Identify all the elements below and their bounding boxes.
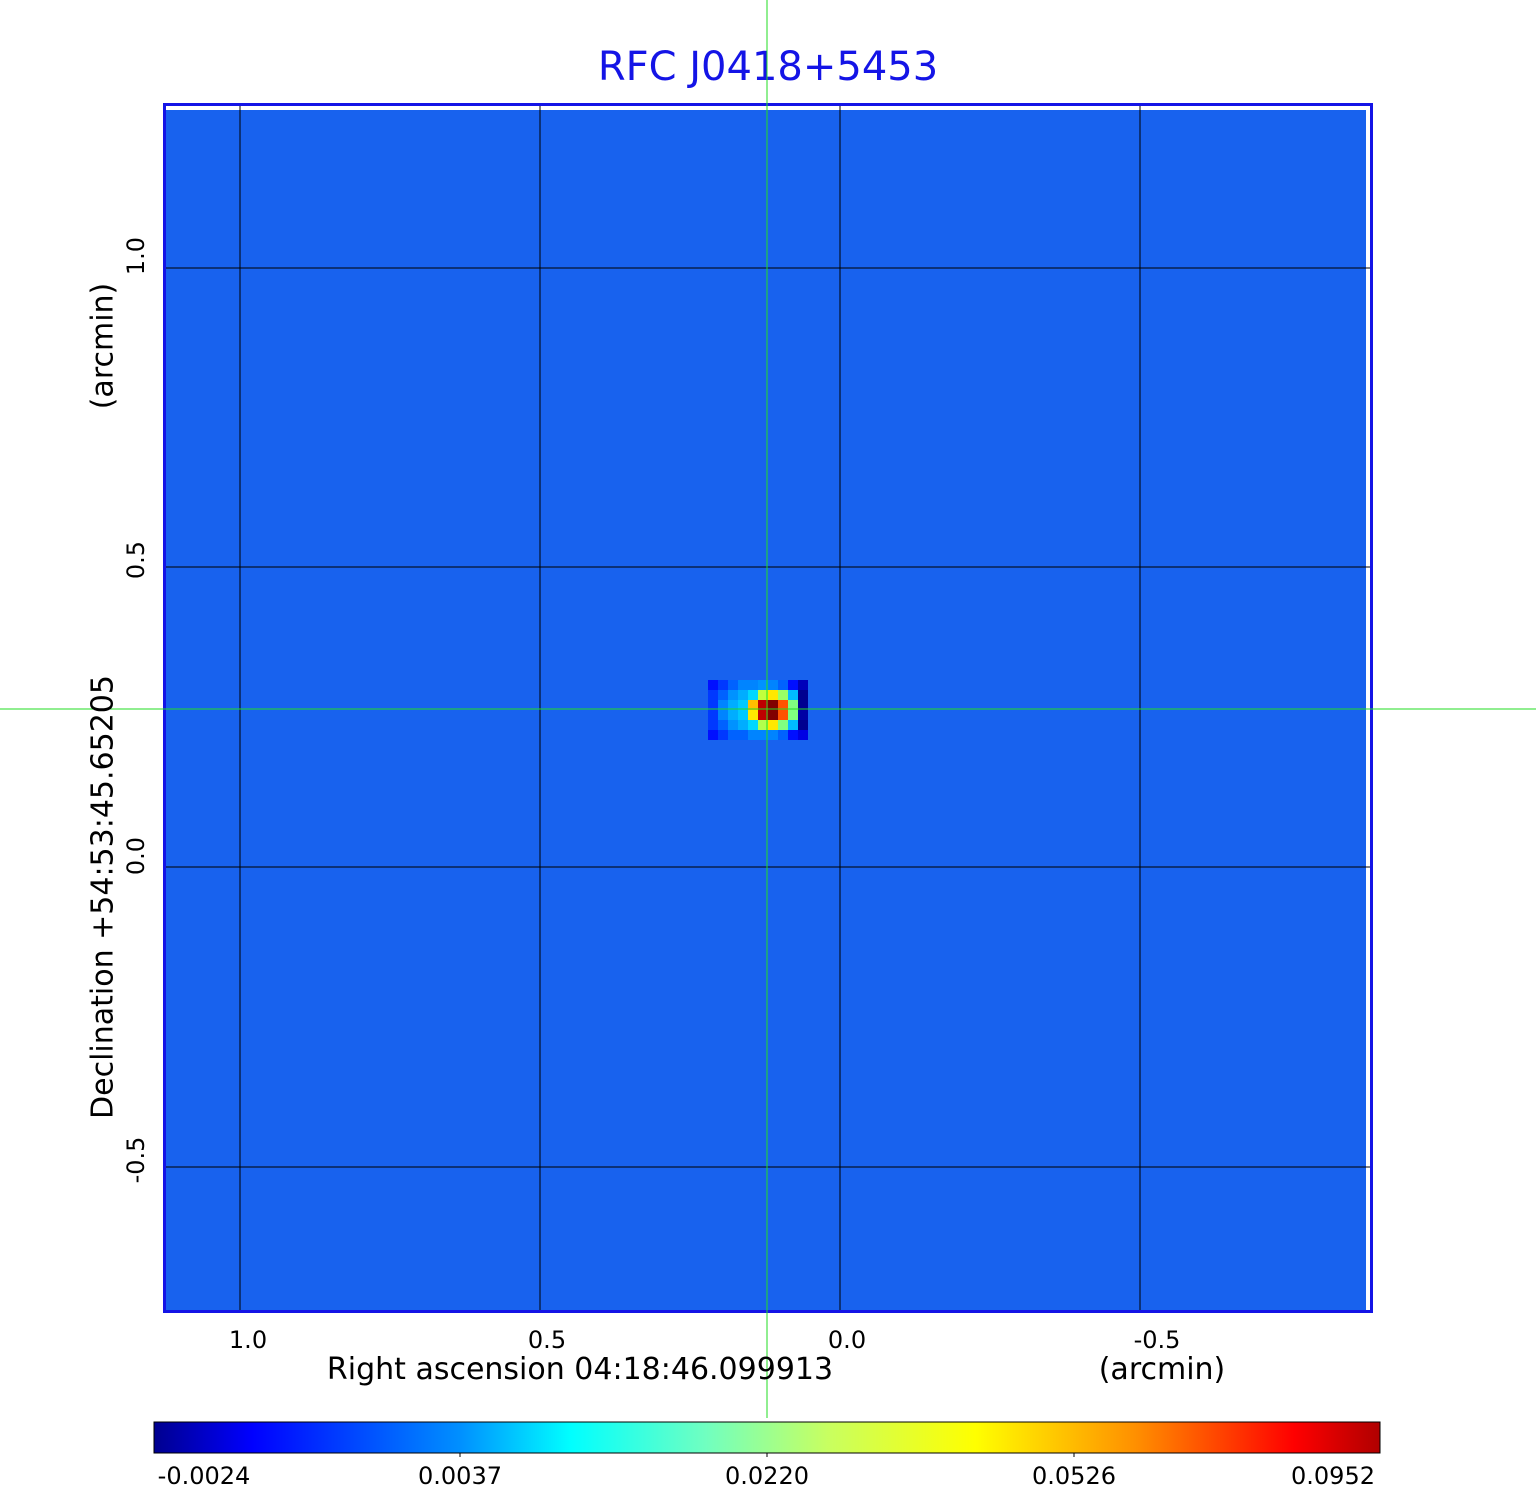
source-pixel	[758, 720, 768, 730]
source-pixel	[728, 730, 738, 740]
source-pixel	[718, 710, 728, 720]
source-pixel	[738, 700, 748, 710]
source-pixel	[718, 690, 728, 700]
source-pixel	[728, 720, 738, 730]
source-pixel	[738, 690, 748, 700]
x-tick-label: 1.0	[228, 1326, 268, 1354]
source-pixel	[788, 730, 798, 740]
source-pixel	[708, 710, 718, 720]
source-pixel	[788, 700, 798, 710]
source-pixel	[738, 710, 748, 720]
source-pixel	[758, 700, 768, 710]
source-pixel	[798, 680, 808, 690]
y-tick-label: -0.5	[122, 1136, 150, 1184]
source-pixel	[748, 720, 758, 730]
source-pixel	[768, 680, 778, 690]
x-tick-label: -0.5	[1133, 1326, 1181, 1354]
colorbar-tick-label: 0.0526	[1032, 1462, 1116, 1490]
x-axis-label: Right ascension 04:18:46.099913	[326, 1352, 834, 1387]
source-pixel	[758, 690, 768, 700]
source-pixel	[778, 710, 788, 720]
source-pixel	[778, 720, 788, 730]
source-pixel	[768, 700, 778, 710]
source-pixel	[788, 690, 798, 700]
colorbar-tick-label: 0.0952	[1291, 1462, 1375, 1490]
y-axis-label: Declination +54:53:45.65205	[85, 675, 121, 1119]
source-pixel	[708, 730, 718, 740]
source-pixel	[768, 690, 778, 700]
source-pixel	[718, 730, 728, 740]
source-pixel	[718, 720, 728, 730]
y-axis-unit: (arcmin)	[85, 282, 121, 410]
source-pixel	[748, 700, 758, 710]
y-tick-label: 0.5	[122, 540, 150, 580]
source-pixel	[758, 680, 768, 690]
colorbar	[153, 1421, 1381, 1454]
source-pixel	[748, 730, 758, 740]
source-pixel	[728, 680, 738, 690]
source-pixel	[708, 720, 718, 730]
source-pixel	[718, 700, 728, 710]
source-pixel	[778, 700, 788, 710]
source-pixel	[798, 700, 808, 710]
source-pixel	[798, 720, 808, 730]
source-pixel	[758, 710, 768, 720]
plot-frame	[163, 103, 1373, 1313]
source-pixel	[778, 730, 788, 740]
source-pixel	[788, 680, 798, 690]
source-cells	[708, 680, 808, 740]
colorbar-ticks	[459, 1453, 1075, 1457]
source-pixel	[748, 710, 758, 720]
x-tick-label: 0.0	[827, 1326, 867, 1354]
chart-title: RFC J0418+5453	[597, 44, 939, 90]
source-pixel	[768, 720, 778, 730]
source-pixel	[768, 710, 778, 720]
x-axis-unit: (arcmin)	[1098, 1352, 1226, 1387]
y-tick-label: 1.0	[122, 236, 150, 276]
source-pixel	[788, 710, 798, 720]
y-tick-label: 0.0	[122, 836, 150, 876]
source-pixel	[768, 730, 778, 740]
source-pixel	[718, 680, 728, 690]
source-pixel	[728, 690, 738, 700]
source-pixel	[708, 700, 718, 710]
source-pixel	[798, 710, 808, 720]
source-pixel	[748, 680, 758, 690]
colorbar-tick-label: 0.0037	[418, 1462, 502, 1490]
source-pixel	[778, 680, 788, 690]
colorbar-tick-label: 0.0220	[725, 1462, 809, 1490]
colorbar-tick-label: -0.0024	[157, 1462, 251, 1490]
source-pixel	[708, 690, 718, 700]
x-tick-label: 0.5	[527, 1326, 567, 1354]
source-pixel	[788, 720, 798, 730]
source-pixel	[798, 730, 808, 740]
source-pixel	[748, 690, 758, 700]
source-pixel	[728, 700, 738, 710]
source-pixel	[738, 680, 748, 690]
source-pixel	[728, 710, 738, 720]
source-pixel	[738, 720, 748, 730]
source-pixel	[798, 690, 808, 700]
source-pixel	[758, 730, 768, 740]
source-pixel	[738, 730, 748, 740]
source-pixel	[708, 680, 718, 690]
source-pixel	[778, 690, 788, 700]
